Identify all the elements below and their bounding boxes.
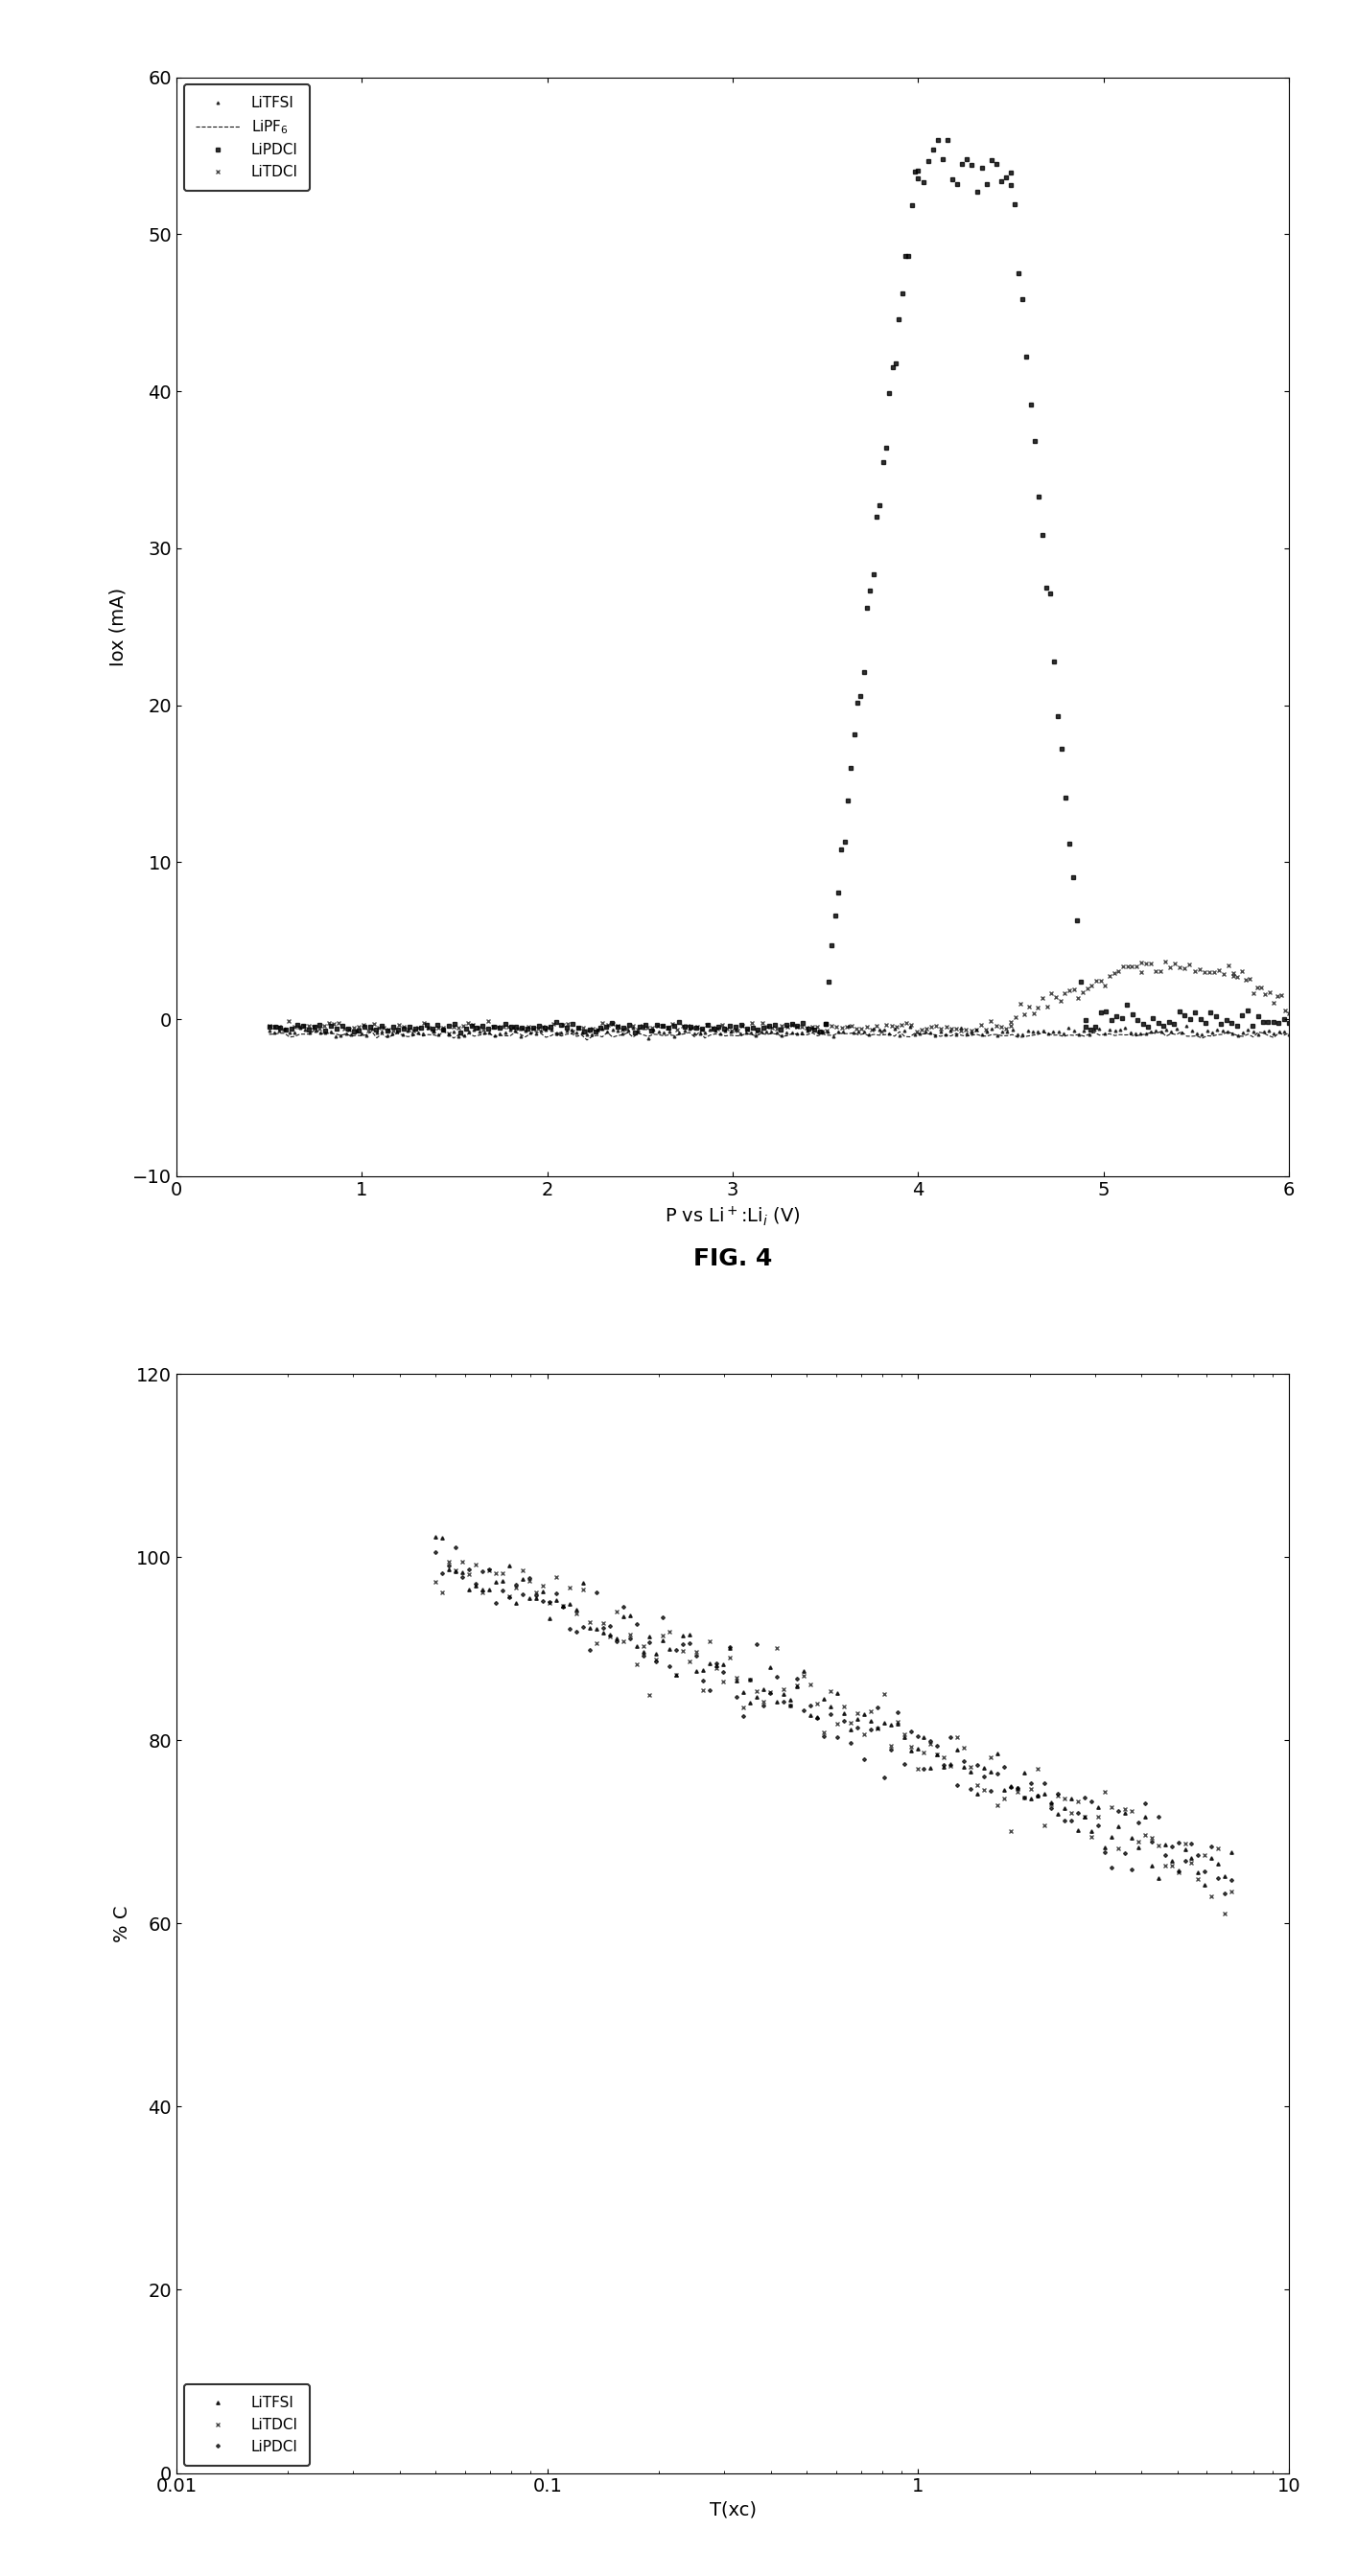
Line: LiTFSI: LiTFSI bbox=[434, 1535, 1234, 1886]
LiPDCI bbox=[982, 1775, 999, 1806]
LiPF$_6$ bbox=[1204, 1020, 1220, 1051]
LiTFSI bbox=[1056, 1793, 1072, 1824]
LiTFSI bbox=[1204, 1018, 1220, 1048]
LiTFSI bbox=[1178, 1010, 1194, 1041]
LiTFSI bbox=[1204, 1842, 1220, 1873]
LiPDCI bbox=[1114, 1002, 1130, 1033]
LiPDCI bbox=[427, 1538, 444, 1569]
LiPDCI bbox=[448, 1533, 464, 1564]
LiPDCI bbox=[930, 124, 946, 155]
LiTDCI bbox=[982, 1741, 999, 1772]
LiTDCI bbox=[1281, 997, 1297, 1028]
LiTDCI bbox=[427, 1566, 444, 1597]
LiTFSI bbox=[1281, 1020, 1297, 1051]
LiTDCI bbox=[689, 1010, 706, 1041]
LiPDCI bbox=[1177, 999, 1193, 1030]
LiPDCI bbox=[817, 1007, 833, 1038]
LiTDCI bbox=[649, 1643, 665, 1674]
LiTDCI bbox=[875, 1680, 892, 1710]
LiPDCI bbox=[261, 1010, 277, 1041]
LiTDCI bbox=[440, 1018, 456, 1048]
LiTDCI bbox=[1063, 1798, 1079, 1829]
LiPDCI bbox=[1204, 1832, 1220, 1862]
LiTFSI bbox=[1224, 1837, 1240, 1868]
LiPF$_6$ bbox=[327, 1018, 343, 1048]
LiTFSI bbox=[868, 1713, 885, 1744]
LiPDCI bbox=[833, 835, 849, 866]
LiTDCI bbox=[1217, 1899, 1234, 1929]
X-axis label: T(xc): T(xc) bbox=[710, 2501, 756, 2519]
LiPDCI bbox=[1063, 1806, 1079, 1837]
LiTDCI bbox=[391, 1010, 407, 1041]
LiPDCI bbox=[452, 1018, 468, 1048]
LiTFSI bbox=[594, 1618, 611, 1649]
Y-axis label: % C: % C bbox=[113, 1906, 130, 1942]
LiTFSI bbox=[533, 1015, 550, 1046]
LiTFSI bbox=[641, 1023, 657, 1054]
LiPDCI bbox=[875, 1762, 892, 1793]
LiPDCI bbox=[273, 1012, 289, 1043]
LiTDCI bbox=[261, 1010, 277, 1041]
LiPF$_6$ bbox=[1240, 1018, 1257, 1048]
LiPF$_6$ bbox=[303, 1018, 319, 1048]
LiTFSI bbox=[303, 1018, 319, 1048]
LiPF$_6$ bbox=[1281, 1018, 1297, 1048]
LiTDCI bbox=[1158, 945, 1174, 976]
LiPF$_6$ bbox=[537, 1023, 554, 1054]
LiPDCI bbox=[601, 1610, 617, 1641]
LiTDCI bbox=[1204, 1880, 1220, 1911]
LiTFSI bbox=[642, 1620, 658, 1651]
LiPDCI bbox=[1281, 1007, 1297, 1038]
LiTFSI bbox=[323, 1015, 339, 1046]
Legend: LiTFSI, LiPF$_6$, LiPDCI, LiTDCI: LiTFSI, LiPF$_6$, LiPDCI, LiTDCI bbox=[183, 85, 309, 191]
LiTFSI bbox=[1240, 1015, 1257, 1046]
Line: LiPDCI: LiPDCI bbox=[267, 139, 1291, 1036]
X-axis label: P vs Li$^+$:Li$_i$ (V): P vs Li$^+$:Li$_i$ (V) bbox=[665, 1206, 801, 1229]
LiTFSI bbox=[451, 1020, 467, 1051]
LiTDCI bbox=[570, 1012, 586, 1043]
Line: LiPF$_6$: LiPF$_6$ bbox=[269, 1028, 1289, 1041]
Line: LiTDCI: LiTDCI bbox=[267, 958, 1291, 1036]
LiTFSI bbox=[261, 1015, 277, 1046]
LiTDCI bbox=[320, 1007, 337, 1038]
LiTDCI bbox=[635, 1010, 651, 1041]
LiPDCI bbox=[1224, 1865, 1240, 1896]
LiTFSI bbox=[976, 1752, 992, 1783]
Line: LiTFSI: LiTFSI bbox=[267, 1025, 1291, 1038]
LiTDCI bbox=[601, 1620, 617, 1651]
LiPF$_6$ bbox=[261, 1020, 277, 1051]
LiTFSI bbox=[427, 1522, 444, 1553]
LiPDCI bbox=[649, 1646, 665, 1677]
LiTDCI bbox=[455, 1546, 471, 1577]
LiPDCI bbox=[1217, 1878, 1234, 1909]
Line: LiPDCI: LiPDCI bbox=[434, 1546, 1234, 1893]
LiTDCI bbox=[1224, 1875, 1240, 1906]
Legend: LiTFSI, LiTDCI, LiPDCI: LiTFSI, LiTDCI, LiPDCI bbox=[183, 2385, 309, 2465]
Y-axis label: Iox (mA): Iox (mA) bbox=[109, 587, 128, 667]
LiPF$_6$ bbox=[456, 1020, 472, 1051]
LiPF$_6$ bbox=[307, 1012, 323, 1043]
LiTDCI bbox=[1061, 974, 1077, 1005]
LiPF$_6$ bbox=[579, 1025, 596, 1056]
LiPDCI bbox=[514, 1012, 531, 1043]
Line: LiTDCI: LiTDCI bbox=[434, 1558, 1234, 1917]
LiTFSI bbox=[1197, 1870, 1213, 1901]
Title: FIG. 4: FIG. 4 bbox=[693, 1247, 772, 1270]
